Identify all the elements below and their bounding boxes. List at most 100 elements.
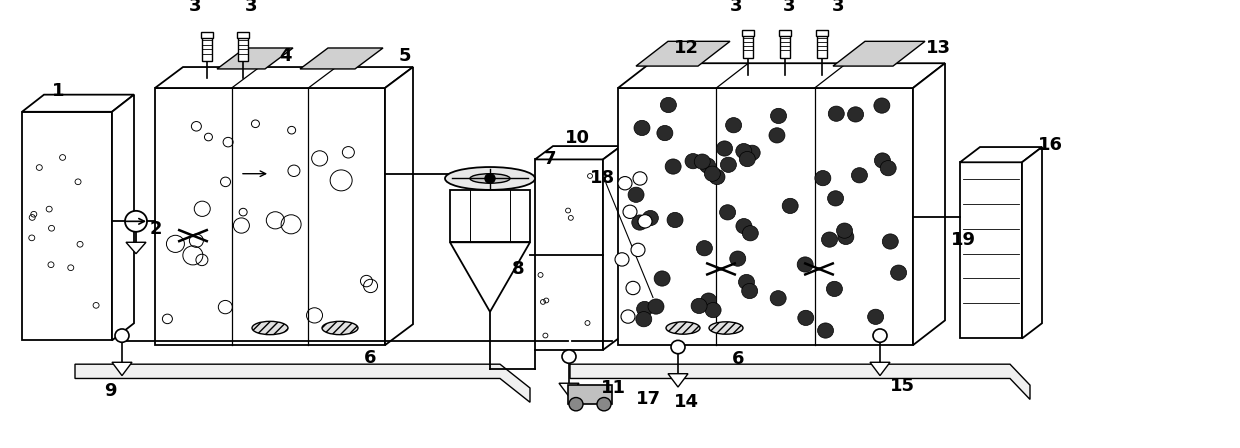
Text: 14: 14 xyxy=(673,393,698,411)
Bar xyxy=(450,190,529,242)
Circle shape xyxy=(769,128,785,143)
Bar xyxy=(201,32,213,38)
Circle shape xyxy=(739,151,755,167)
Circle shape xyxy=(621,310,635,323)
Text: 3: 3 xyxy=(730,0,743,15)
Text: 15: 15 xyxy=(889,377,915,395)
Bar xyxy=(237,32,249,38)
Circle shape xyxy=(671,340,684,354)
Circle shape xyxy=(701,293,717,308)
Text: 5: 5 xyxy=(399,47,412,65)
Circle shape xyxy=(742,284,758,299)
Circle shape xyxy=(115,329,129,342)
Circle shape xyxy=(661,97,676,112)
Text: 6: 6 xyxy=(363,349,376,367)
Circle shape xyxy=(744,145,760,160)
Polygon shape xyxy=(870,362,890,375)
Circle shape xyxy=(649,299,663,314)
Circle shape xyxy=(735,219,751,234)
Polygon shape xyxy=(126,242,146,254)
Polygon shape xyxy=(618,63,945,88)
Text: 3: 3 xyxy=(188,0,201,15)
Circle shape xyxy=(697,241,713,256)
Bar xyxy=(202,37,212,61)
Polygon shape xyxy=(534,146,621,159)
Text: 1: 1 xyxy=(52,82,64,100)
Circle shape xyxy=(636,311,652,327)
Text: 7: 7 xyxy=(544,151,557,168)
Bar xyxy=(568,385,613,404)
Ellipse shape xyxy=(445,167,534,190)
Circle shape xyxy=(615,253,629,266)
Circle shape xyxy=(634,121,650,136)
Polygon shape xyxy=(155,67,413,88)
Circle shape xyxy=(622,205,637,219)
Circle shape xyxy=(655,271,670,286)
Circle shape xyxy=(837,223,853,238)
Circle shape xyxy=(709,169,725,185)
Circle shape xyxy=(770,291,786,306)
Bar xyxy=(816,30,828,35)
Circle shape xyxy=(730,251,745,266)
Text: 17: 17 xyxy=(635,390,661,409)
Text: 12: 12 xyxy=(673,39,698,57)
Text: 13: 13 xyxy=(925,39,951,57)
Text: 8: 8 xyxy=(512,260,525,278)
Circle shape xyxy=(631,243,645,257)
Circle shape xyxy=(743,226,759,241)
Circle shape xyxy=(562,350,577,363)
Circle shape xyxy=(868,309,884,324)
Circle shape xyxy=(739,275,754,290)
Text: 3: 3 xyxy=(782,0,795,15)
Circle shape xyxy=(815,171,831,186)
Polygon shape xyxy=(559,383,579,396)
Polygon shape xyxy=(913,63,945,345)
Polygon shape xyxy=(534,159,603,350)
Circle shape xyxy=(485,174,495,183)
Polygon shape xyxy=(668,374,688,387)
Circle shape xyxy=(873,329,887,342)
Circle shape xyxy=(782,198,799,214)
Circle shape xyxy=(632,172,647,185)
Polygon shape xyxy=(1022,147,1042,339)
Polygon shape xyxy=(833,41,925,66)
Polygon shape xyxy=(384,67,413,345)
Ellipse shape xyxy=(252,321,288,335)
Circle shape xyxy=(797,257,813,272)
Bar xyxy=(742,30,754,35)
Polygon shape xyxy=(22,95,134,112)
Circle shape xyxy=(596,397,611,411)
Polygon shape xyxy=(636,41,730,66)
Circle shape xyxy=(826,281,842,297)
Text: 6: 6 xyxy=(732,350,744,368)
Bar xyxy=(817,34,827,57)
Circle shape xyxy=(838,229,854,245)
Polygon shape xyxy=(603,146,621,350)
Text: 2: 2 xyxy=(150,220,162,238)
Text: 4: 4 xyxy=(279,47,291,65)
Ellipse shape xyxy=(666,322,701,334)
Bar xyxy=(238,37,248,61)
Polygon shape xyxy=(960,147,1042,162)
Circle shape xyxy=(720,157,737,172)
Circle shape xyxy=(694,154,711,169)
Polygon shape xyxy=(570,364,1030,400)
Circle shape xyxy=(667,212,683,228)
Circle shape xyxy=(770,108,786,124)
Bar xyxy=(780,34,790,57)
Circle shape xyxy=(665,159,681,174)
Circle shape xyxy=(735,143,751,159)
Circle shape xyxy=(725,117,742,133)
Circle shape xyxy=(636,302,652,317)
Circle shape xyxy=(874,98,890,113)
Ellipse shape xyxy=(470,174,510,183)
Circle shape xyxy=(618,177,632,190)
Text: 19: 19 xyxy=(951,231,976,250)
Circle shape xyxy=(827,191,843,206)
Circle shape xyxy=(657,125,673,141)
Circle shape xyxy=(706,302,722,318)
Circle shape xyxy=(848,107,863,122)
Circle shape xyxy=(828,106,844,121)
Text: 10: 10 xyxy=(564,129,589,147)
Circle shape xyxy=(631,215,647,230)
